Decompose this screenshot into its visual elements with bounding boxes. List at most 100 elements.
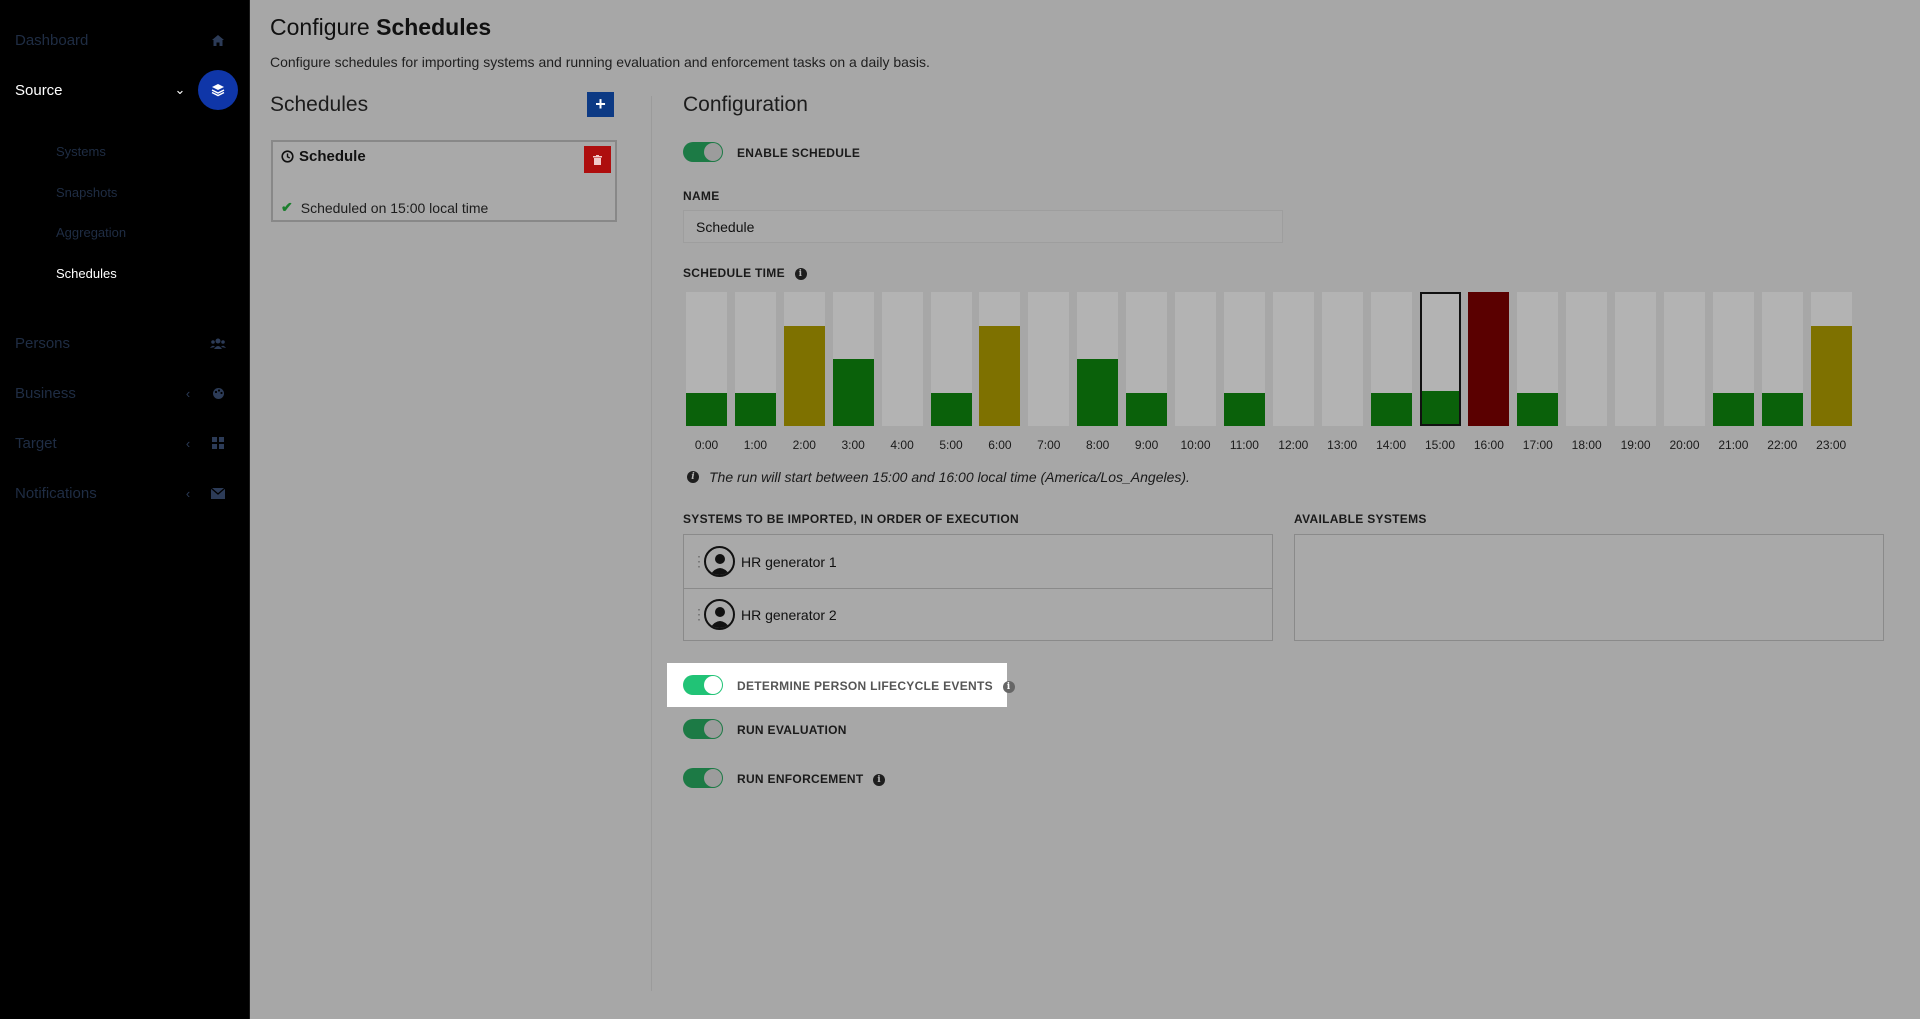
- hour-load-fill: [832, 359, 874, 426]
- enable-schedule-toggle[interactable]: [683, 142, 723, 162]
- page-title: Configure Schedules: [270, 14, 491, 41]
- list-item[interactable]: ⋮ HR generator 1: [684, 535, 1272, 589]
- hour-load-fill: [1517, 392, 1559, 426]
- hour-slot-2300[interactable]: [1810, 292, 1852, 426]
- schedule-card-name: Schedule: [299, 148, 366, 165]
- hour-slot-600[interactable]: [979, 292, 1021, 426]
- hour-slot-800[interactable]: [1077, 292, 1119, 426]
- sidebar-item-label: Notifications: [15, 484, 97, 502]
- chevron-left-icon: ‹: [185, 435, 191, 451]
- drag-handle-icon[interactable]: ⋮: [692, 553, 706, 569]
- schedules-heading: Schedules: [270, 93, 369, 116]
- page-title-prefix: Configure: [270, 14, 370, 40]
- hour-label: 13:00: [1327, 438, 1358, 452]
- clock-icon: [281, 150, 294, 163]
- schedule-card-title: Schedule: [281, 148, 366, 165]
- sidebar-item-business[interactable]: Business ‹: [15, 378, 230, 408]
- layers-icon: [198, 70, 238, 110]
- schedule-card-status-text: Scheduled on 15:00 local time: [300, 199, 489, 216]
- home-icon: [206, 34, 230, 47]
- hour-label: 22:00: [1767, 438, 1798, 452]
- schedule-card[interactable]: Schedule ✔ Scheduled on 15:00 local time: [271, 140, 617, 222]
- sidebar-item-persons[interactable]: Persons: [15, 328, 230, 358]
- hour-slot-1700[interactable]: [1517, 292, 1559, 426]
- run-enforcement-label: RUN ENFORCEMENT i: [737, 772, 886, 786]
- hour-load-fill: [734, 392, 776, 426]
- sidebar-item-source[interactable]: Source ⌄: [15, 70, 238, 110]
- sidebar-subitem-aggregation[interactable]: Aggregation: [56, 225, 127, 240]
- hour-slot-1300[interactable]: [1321, 292, 1363, 426]
- hour-slot-1800[interactable]: [1566, 292, 1608, 426]
- hour-slot-1900[interactable]: [1615, 292, 1657, 426]
- add-schedule-button[interactable]: +: [587, 92, 614, 117]
- hour-label: 4:00: [890, 438, 914, 452]
- chevron-left-icon: ‹: [185, 485, 191, 501]
- hour-load-fill: [1370, 392, 1412, 426]
- sidebar-item-target[interactable]: Target ‹: [15, 428, 230, 458]
- sidebar-item-dashboard[interactable]: Dashboard: [15, 25, 230, 55]
- hour-load-fill: [930, 392, 972, 426]
- sidebar-item-label: Dashboard: [15, 31, 89, 49]
- sidebar-subitem-snapshots[interactable]: Snapshots: [56, 185, 118, 200]
- hour-label: 23:00: [1816, 438, 1847, 452]
- run-evaluation-toggle[interactable]: [683, 719, 723, 739]
- systems-to-import-label: SYSTEMS TO BE IMPORTED, IN ORDER OF EXEC…: [683, 512, 1019, 526]
- hour-slot-000[interactable]: [686, 292, 727, 426]
- envelope-icon: [206, 487, 230, 499]
- hour-slot-1100[interactable]: [1223, 292, 1265, 426]
- sidebar-item-label: Business: [15, 384, 76, 402]
- hour-slot-500[interactable]: [930, 292, 972, 426]
- hour-load-fill: [1468, 292, 1510, 426]
- hour-slot-200[interactable]: [783, 292, 825, 426]
- hour-load-fill: [783, 325, 825, 426]
- delete-schedule-button[interactable]: [584, 146, 611, 173]
- hour-label: 11:00: [1229, 438, 1259, 452]
- drag-handle-icon[interactable]: ⋮: [692, 606, 706, 622]
- hour-slot-1600[interactable]: [1468, 292, 1510, 426]
- lifecycle-events-label-text: DETERMINE PERSON LIFECYCLE EVENTS: [737, 679, 993, 693]
- hour-slot-1500[interactable]: [1419, 292, 1461, 426]
- name-label: NAME: [683, 189, 720, 203]
- hour-slot-1400[interactable]: [1370, 292, 1412, 426]
- available-systems-list[interactable]: [1294, 534, 1884, 641]
- systems-to-import-list: ⋮ HR generator 1 ⋮ HR generator 2: [683, 534, 1273, 641]
- hour-slot-2000[interactable]: [1664, 292, 1705, 426]
- hour-load-fill: [686, 392, 727, 426]
- lifecycle-events-toggle[interactable]: [683, 675, 723, 695]
- sidebar-subitem-systems[interactable]: Systems: [56, 144, 106, 159]
- sidebar: Dashboard Source ⌄ Systems Snapshots Agg…: [0, 0, 250, 1019]
- hour-slot-400[interactable]: [881, 292, 923, 426]
- hour-slot-900[interactable]: [1126, 292, 1168, 426]
- hour-label: 7:00: [1037, 438, 1061, 452]
- hour-load-fill: [1126, 392, 1168, 426]
- sidebar-item-notifications[interactable]: Notifications ‹: [15, 478, 230, 508]
- avatar-icon: [704, 599, 735, 630]
- hour-slot-300[interactable]: [832, 292, 874, 426]
- column-divider: [651, 96, 652, 991]
- hour-slot-100[interactable]: [734, 292, 776, 426]
- info-icon: i: [794, 267, 807, 280]
- hour-slot-1000[interactable]: [1175, 292, 1216, 426]
- run-evaluation-label: RUN EVALUATION: [737, 723, 847, 737]
- toggle-knob: [704, 769, 722, 787]
- palette-icon: [206, 387, 230, 400]
- sidebar-item-label: Persons: [15, 334, 71, 352]
- avatar-icon: [704, 546, 735, 577]
- hour-slot-2200[interactable]: [1761, 292, 1803, 426]
- info-icon: i: [687, 471, 699, 483]
- hour-label: 2:00: [792, 438, 816, 452]
- system-name: HR generator 1: [741, 553, 837, 570]
- hour-slot-700[interactable]: [1028, 292, 1070, 426]
- run-enforcement-toggle[interactable]: [683, 768, 723, 788]
- sidebar-subitem-schedules[interactable]: Schedules: [56, 266, 117, 281]
- hour-label: 17:00: [1522, 438, 1553, 452]
- hour-label: 21:00: [1718, 438, 1749, 452]
- schedule-name-input[interactable]: [683, 210, 1283, 243]
- list-item[interactable]: ⋮ HR generator 2: [684, 588, 1272, 641]
- hour-slot-1200[interactable]: [1272, 292, 1314, 426]
- schedule-card-status: ✔ Scheduled on 15:00 local time: [281, 199, 488, 216]
- hour-load-fill: [1712, 392, 1754, 426]
- hour-label: 19:00: [1620, 438, 1651, 452]
- schedule-time-picker: 0:00 1:00 2:00 3:00 4:00 5:00 6:00 7:00 8:00 9:00…: [686, 292, 1856, 457]
- hour-slot-2100[interactable]: [1712, 292, 1754, 426]
